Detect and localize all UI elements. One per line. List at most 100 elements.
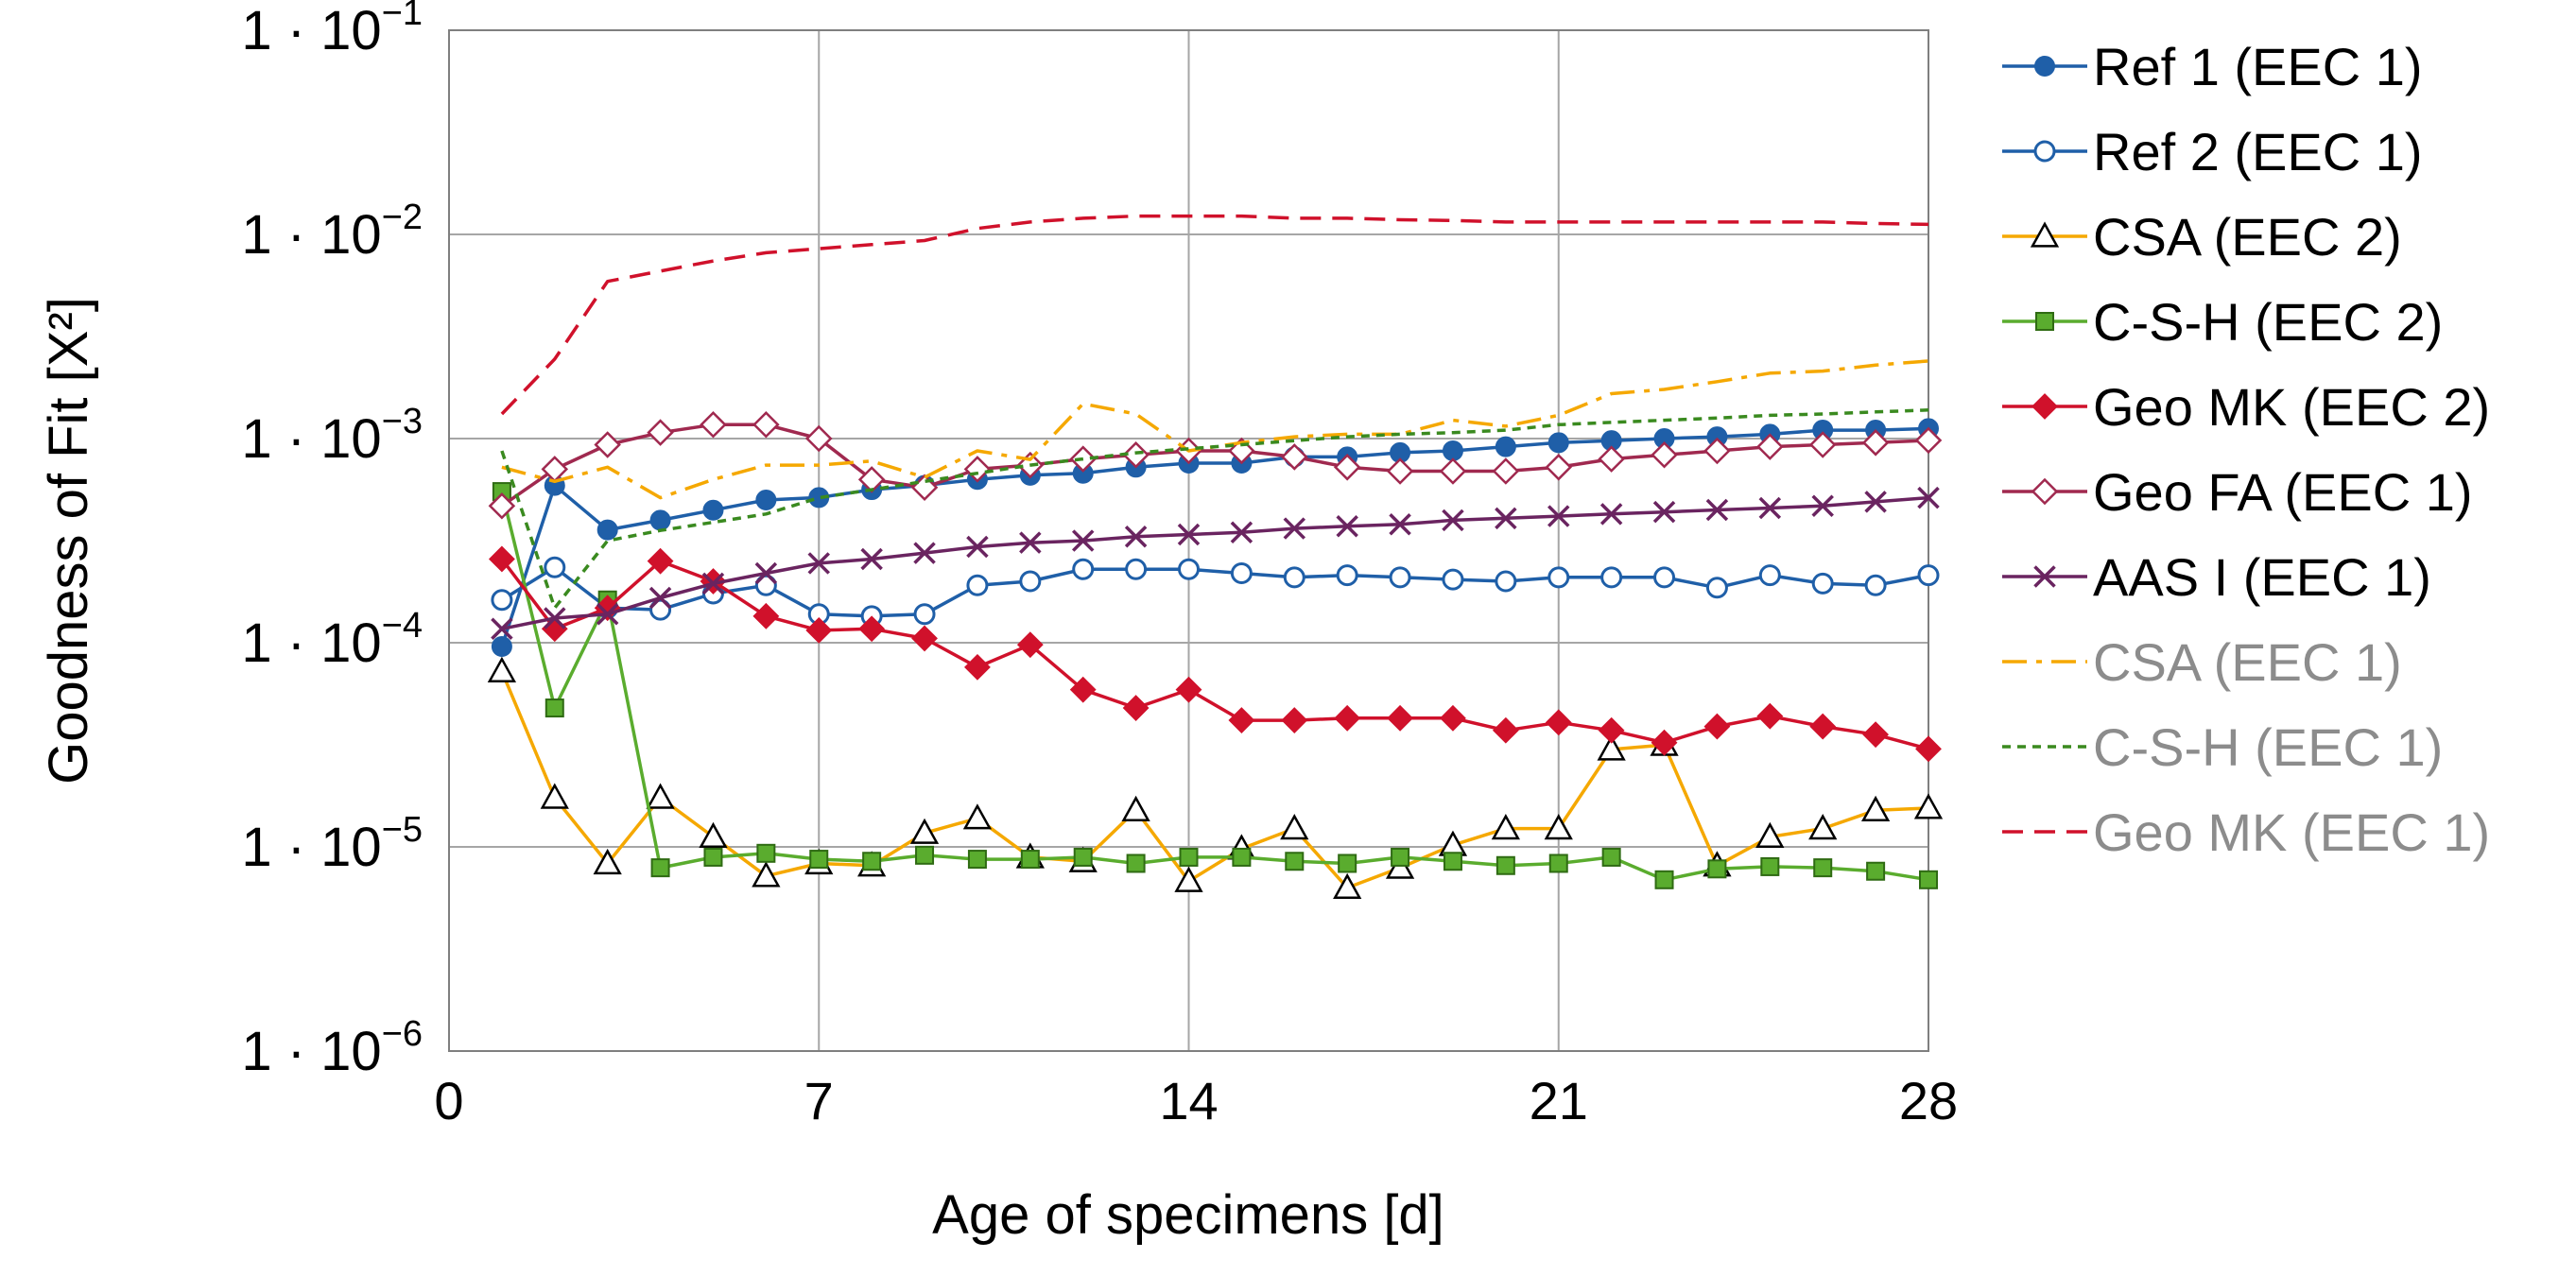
data-point <box>1073 847 1093 867</box>
data-point <box>1122 695 1150 721</box>
x-tick-label: 28 <box>1899 1071 1958 1130</box>
data-point <box>1598 716 1625 744</box>
data-point <box>544 607 566 629</box>
data-point <box>596 603 619 626</box>
data-point <box>1760 856 1780 876</box>
data-point <box>1333 872 1362 899</box>
data-point <box>1809 713 1837 740</box>
data-point <box>545 698 564 718</box>
data-point <box>913 542 936 564</box>
data-point <box>487 656 517 682</box>
data-point <box>1122 440 1150 469</box>
data-point <box>1072 558 1095 580</box>
data-point <box>1387 704 1413 732</box>
data-point <box>1177 523 1201 546</box>
data-point <box>1440 704 1466 732</box>
data-point <box>1598 445 1625 473</box>
data-point <box>909 818 940 844</box>
series-line <box>500 558 1929 750</box>
data-point <box>755 490 777 511</box>
legend-marker <box>2031 477 2059 506</box>
data-point <box>1495 570 1517 593</box>
data-point <box>1651 440 1678 469</box>
data-point <box>754 574 777 596</box>
data-point <box>593 848 622 875</box>
data-point <box>752 861 781 888</box>
plot-area <box>448 29 1929 1052</box>
data-point <box>488 491 516 520</box>
data-point <box>1285 852 1305 871</box>
data-point <box>701 572 725 595</box>
data-point <box>1281 707 1308 733</box>
data-point <box>1862 721 1890 749</box>
data-point <box>1755 821 1785 849</box>
legend-entry: Geo FA (EEC 1) <box>2002 462 2473 522</box>
y-axis-title: Goodness of Fit [X²] <box>38 297 99 785</box>
data-point <box>1495 436 1516 457</box>
data-point <box>1545 709 1572 736</box>
data-point <box>491 589 513 612</box>
series-0 <box>491 418 1939 658</box>
data-point <box>1651 729 1678 756</box>
data-point <box>804 424 833 453</box>
data-point <box>1864 574 1887 596</box>
x-tick-label: 0 <box>434 1071 463 1130</box>
data-point <box>1860 795 1891 821</box>
x-tick-label: 21 <box>1530 1071 1588 1130</box>
data-point <box>1389 566 1411 589</box>
data-point <box>491 617 513 641</box>
data-point <box>649 509 671 531</box>
data-point <box>594 431 621 458</box>
legend-marker <box>2033 565 2056 588</box>
series-layer <box>487 214 1944 899</box>
data-point <box>807 552 830 575</box>
legend-entry: AAS I (EEC 1) <box>2002 547 2431 607</box>
data-point <box>1019 531 1042 554</box>
data-point <box>1334 704 1361 732</box>
data-point <box>1126 854 1146 873</box>
data-point <box>1808 431 1837 458</box>
data-point <box>1439 457 1467 485</box>
legend-label: Ref 2 (EEC 1) <box>2093 122 2423 181</box>
data-point <box>596 519 618 541</box>
data-point <box>754 561 778 585</box>
data-point <box>1124 525 1148 548</box>
data-point <box>1703 437 1731 465</box>
legend-marker <box>2030 221 2060 248</box>
data-point <box>1917 564 1940 587</box>
data-point <box>1756 702 1784 730</box>
data-point <box>1016 631 1044 659</box>
data-point <box>1386 457 1414 485</box>
data-point <box>964 653 991 681</box>
data-point <box>1864 491 1887 513</box>
data-point <box>700 411 727 439</box>
data-point <box>1547 432 1569 454</box>
axes: 0 7 14 21 28 1 · 10−6 1 · 10−5 1 · 10−4 1 · 10−3… <box>241 0 1958 1130</box>
data-point <box>1336 564 1358 587</box>
x-axis-title: Age of specimens [d] <box>932 1184 1444 1246</box>
x-tick-label: 7 <box>804 1071 834 1130</box>
data-point <box>967 850 987 870</box>
data-point <box>1654 870 1674 889</box>
data-point <box>648 586 672 610</box>
data-point <box>1389 513 1411 536</box>
data-point <box>913 603 936 626</box>
legend-entry: C-S-H (EEC 1) <box>2002 717 2443 777</box>
data-point <box>962 803 993 830</box>
legend-entry: Ref 1 (EEC 1) <box>2002 37 2423 96</box>
y-tick-label: 1 · 10−3 <box>241 402 423 470</box>
data-point <box>860 547 883 571</box>
data-point <box>1599 503 1623 526</box>
data-point <box>809 850 829 870</box>
x-tick-label: 14 <box>1159 1071 1218 1130</box>
data-point <box>1175 676 1202 703</box>
data-point <box>1544 814 1573 840</box>
data-point <box>1442 440 1463 461</box>
data-point <box>1336 515 1358 538</box>
data-point <box>1391 847 1410 867</box>
series-4 <box>488 545 1942 763</box>
data-point <box>541 456 569 483</box>
legend-entry: CSA (EEC 1) <box>2002 632 2402 692</box>
data-point <box>862 852 882 871</box>
data-point <box>703 847 723 867</box>
